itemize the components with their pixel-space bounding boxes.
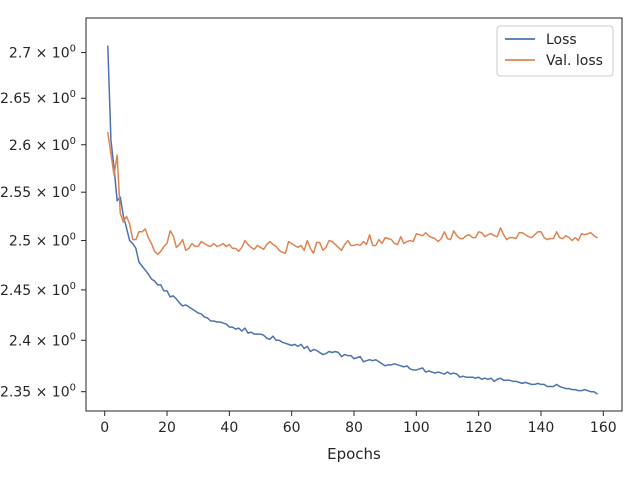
axes-layer: 0 20 40 60 80 100 120 140 160 2.35 × 100 2.4 × 100… [0, 17, 623, 436]
x-tick-label: 120 [465, 420, 492, 436]
plot-area [86, 18, 622, 411]
legend-label-val-loss: Val. loss [546, 53, 603, 69]
legend-label-loss: Loss [546, 32, 577, 48]
y-tick-label: 2.55 × 100 [0, 183, 76, 201]
series-line-val-loss [107, 131, 598, 256]
y-tick-label: 2.5 × 100 [9, 232, 76, 250]
plot-background [86, 18, 622, 411]
series-layer [107, 45, 598, 395]
x-tick-label: 160 [590, 420, 617, 436]
y-tick-label: 2.7 × 100 [9, 44, 76, 62]
x-tick-label: 100 [403, 420, 430, 436]
x-tick-label: 40 [220, 420, 238, 436]
y-tick-label: 2.4 × 100 [9, 331, 76, 349]
x-tick-label: 20 [158, 420, 176, 436]
y-tick-label: 2.6 × 100 [9, 136, 76, 154]
x-tick-label: 60 [283, 420, 301, 436]
x-tick-label: 140 [528, 420, 555, 436]
y-tick-label: 2.45 × 100 [0, 281, 76, 299]
y-tick-label: 2.65 × 100 [0, 89, 76, 107]
series-line-loss [107, 45, 598, 395]
x-tick-label: 80 [345, 420, 363, 436]
y-tick-label: 2.35 × 100 [0, 383, 76, 401]
legend: Loss Val. loss [496, 25, 614, 77]
x-axis-label: Epochs [327, 445, 381, 463]
x-tick-label: 0 [100, 420, 109, 436]
